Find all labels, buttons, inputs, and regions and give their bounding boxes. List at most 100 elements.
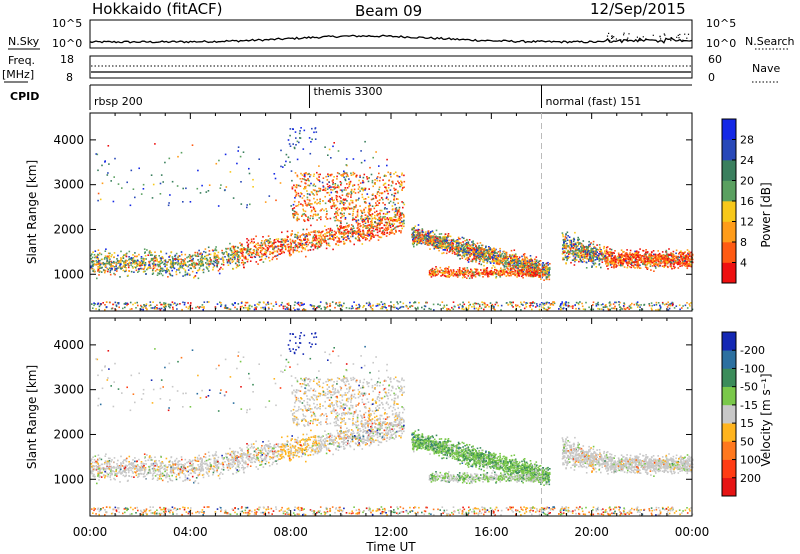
power-point <box>200 264 202 266</box>
power-point <box>343 177 345 179</box>
power-point <box>308 180 310 182</box>
power-point <box>362 233 364 235</box>
power-point <box>197 259 199 261</box>
power-point <box>375 202 377 204</box>
power-point <box>276 303 278 305</box>
power-point <box>393 173 395 175</box>
power-point <box>170 304 172 306</box>
power-point <box>401 174 403 176</box>
power-point <box>361 187 363 189</box>
power-point <box>365 214 367 216</box>
power-point <box>294 302 296 304</box>
power-point <box>682 305 684 307</box>
power-point <box>362 243 364 245</box>
power-point <box>401 189 403 191</box>
power-point <box>524 308 526 310</box>
power-point <box>267 250 269 252</box>
power-point <box>118 303 120 305</box>
cpid-segment-label: rbsp 200 <box>94 95 143 108</box>
power-point <box>568 302 570 304</box>
power-point <box>326 229 328 231</box>
power-point <box>246 251 248 253</box>
power-point <box>370 238 372 240</box>
power-point <box>145 258 147 260</box>
power-point <box>299 235 301 237</box>
power-point <box>488 306 490 308</box>
power-point <box>123 255 125 257</box>
power-point <box>376 178 378 180</box>
power-point <box>233 254 235 256</box>
power-point <box>371 216 373 218</box>
power-point <box>156 269 158 271</box>
power-point <box>581 303 583 305</box>
power-point <box>378 217 380 219</box>
power-point <box>394 223 396 225</box>
power-point <box>357 226 359 228</box>
power-point <box>395 183 397 185</box>
power-point <box>231 250 233 252</box>
power-point <box>367 225 369 227</box>
power-point <box>239 264 241 266</box>
power-point <box>179 272 181 274</box>
power-point <box>196 263 198 265</box>
power-point <box>329 235 331 237</box>
power-point <box>324 238 326 240</box>
nsearch-point <box>620 40 621 41</box>
power-point <box>292 247 294 249</box>
power-point <box>97 266 99 268</box>
power-point <box>371 174 373 176</box>
power-point <box>549 307 551 309</box>
power-point <box>379 220 381 222</box>
power-point <box>282 166 284 168</box>
power-point <box>105 255 107 257</box>
power-point <box>347 226 349 228</box>
power-point <box>458 307 460 309</box>
power-point <box>394 197 396 199</box>
power-point <box>242 248 244 250</box>
power-point <box>302 245 304 247</box>
power-point <box>234 302 236 304</box>
power-point <box>409 302 411 304</box>
power-point <box>303 229 305 231</box>
power-point <box>102 183 104 185</box>
power-point <box>403 220 405 222</box>
power-point <box>350 196 352 198</box>
power-point <box>134 256 136 258</box>
power-point <box>379 214 381 216</box>
power-point <box>96 263 98 265</box>
power-point <box>459 304 461 306</box>
power-point <box>376 204 378 206</box>
power-point <box>327 154 329 156</box>
cpid-segment-label: normal (fast) 151 <box>546 95 642 108</box>
power-point <box>269 260 271 262</box>
power-scatter <box>90 127 693 311</box>
power-point <box>251 257 253 259</box>
power-point <box>387 219 389 221</box>
power-point <box>339 238 341 240</box>
power-point <box>381 197 383 199</box>
power-point <box>352 217 354 219</box>
power-point <box>340 241 342 243</box>
power-point <box>98 263 100 265</box>
power-point <box>369 203 371 205</box>
power-point <box>357 236 359 238</box>
power-point <box>209 257 211 259</box>
power-point <box>374 218 376 220</box>
power-point <box>345 187 347 189</box>
power-point <box>258 247 260 249</box>
power-point <box>597 308 599 310</box>
power-point <box>332 200 334 202</box>
power-point <box>141 309 143 311</box>
power-point <box>319 201 321 203</box>
power-point <box>241 203 243 205</box>
freq-frame <box>90 56 692 78</box>
power-point <box>261 245 263 247</box>
power-point <box>330 157 332 159</box>
power-point <box>185 271 187 273</box>
power-point <box>354 219 356 221</box>
power-point <box>239 242 241 244</box>
power-point <box>353 208 355 210</box>
power-point <box>506 302 508 304</box>
power-point <box>672 305 674 307</box>
power-point <box>469 304 471 306</box>
